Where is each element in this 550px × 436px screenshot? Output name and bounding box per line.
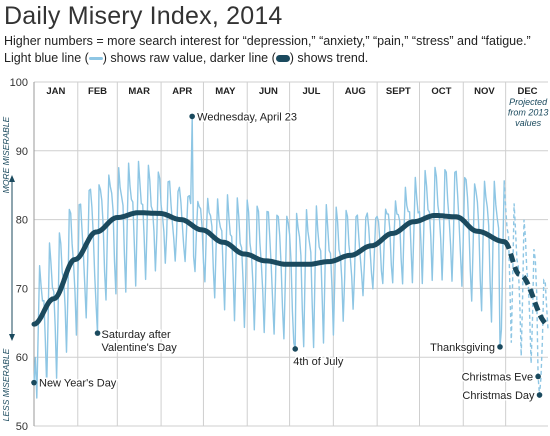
month-label: SEPT [386,86,411,97]
annotation-label: Saturday after [102,329,171,341]
month-label: MAY [215,86,236,97]
less-miserable-label: LESS MISERABLE [1,348,11,421]
trend-projected-line [503,239,549,327]
month-label: JUL [302,86,320,97]
annotation-dot [535,373,541,380]
month-label: FEB [88,86,107,97]
trend-line [31,210,507,327]
month-label: JAN [46,86,65,97]
raw-series-projected-line [503,180,549,396]
raw-line-swatch [88,57,103,61]
projection-note: Projected [509,97,548,107]
annotation-dot [536,392,543,398]
annotation-label: Valentine's Day [102,342,178,354]
raw-series-line [33,115,505,399]
chart-title: Daily Misery Index, 2014 [4,2,283,30]
annotation-label: Thanksgiving [430,342,495,354]
annotation-label: Wednesday, April 23 [197,111,297,123]
month-label: DEC [517,86,537,97]
y-tick-label: 80 [16,215,28,227]
y-tick-label: 50 [16,421,28,433]
annotation-label: New Year's Day [39,378,117,390]
month-label: APR [172,86,192,97]
annotation-dot [31,379,37,386]
y-arrow-down [9,334,15,341]
y-tick-label: 60 [16,352,28,364]
annotation-dot [497,344,503,350]
y-tick-label: 70 [16,283,28,295]
annotation-label: 4th of July [293,356,344,368]
month-label: MAR [128,86,150,97]
annotation-dot [189,113,195,120]
annotation-dot [94,330,101,336]
projection-note: values [515,118,542,128]
annotation-label: Christmas Eve [462,371,534,383]
month-label: AUG [345,86,366,97]
chart-subtitle: Higher numbers = more search interest fo… [4,34,531,48]
month-label: NOV [474,86,495,97]
legend-line: Light blue line ( ) shows raw value, dark… [4,51,368,65]
annotation-label: Christmas Day [462,390,535,402]
legend-light-prefix: Light blue line ( [4,51,89,65]
trend-line-swatch [275,55,290,63]
legend-dark-suffix: ) shows trend. [289,51,369,65]
y-tick-label: 90 [16,146,28,158]
y-tick-label: 100 [10,77,28,89]
projection-note: from 2013 [508,108,549,118]
annotation-dot [292,346,299,352]
month-label: OCT [431,86,451,97]
more-miserable-label: MORE MISERABLE [1,116,11,193]
month-label: JUN [259,86,278,97]
legend-light-suffix: ) shows raw value, darker line ( [102,51,276,65]
y-arrow-up [9,175,15,182]
